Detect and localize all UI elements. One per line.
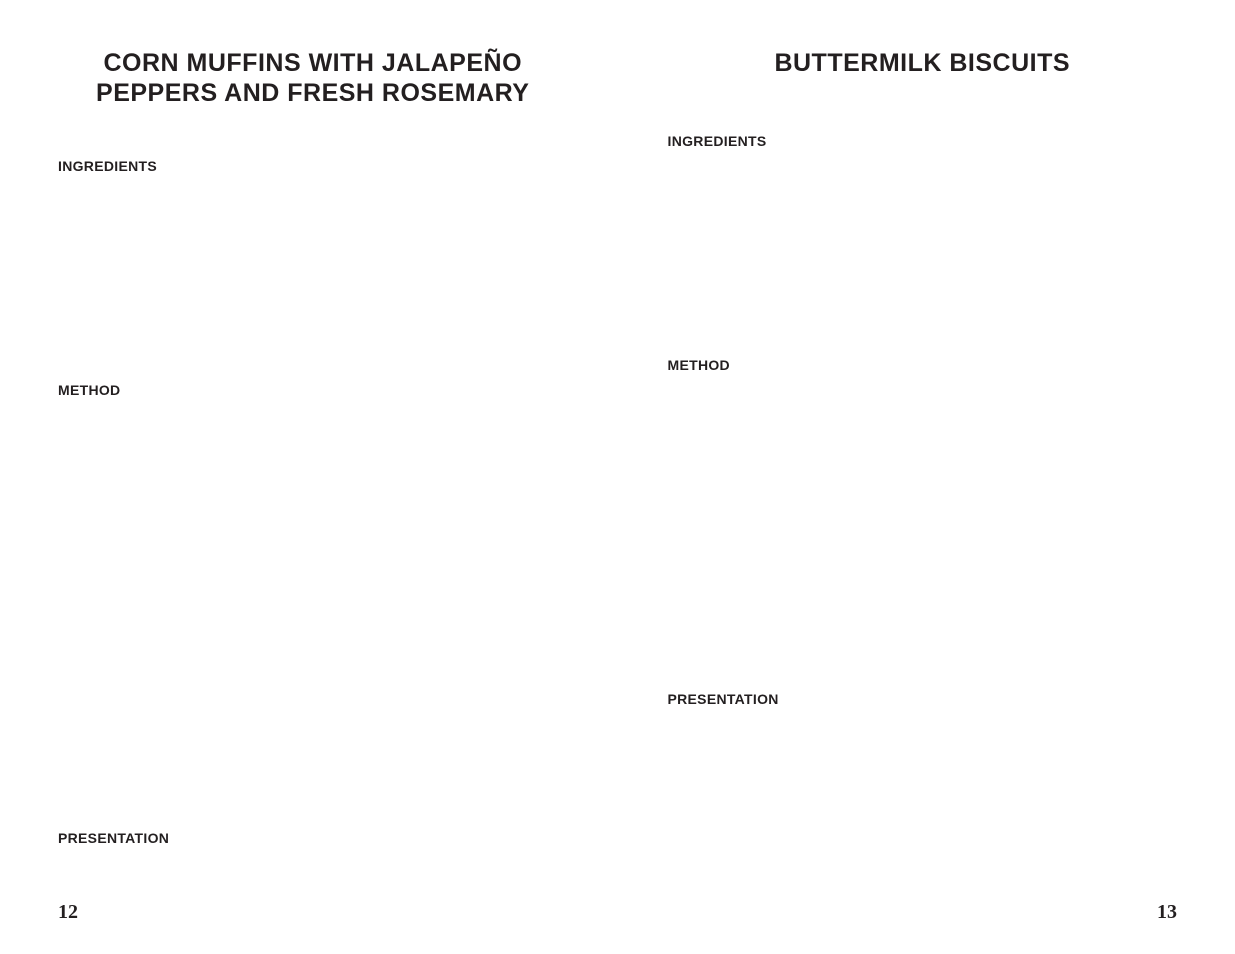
recipe-title-left: CORN MUFFINS WITH JALAPEÑO PEPPERS AND F…: [58, 48, 568, 108]
recipe-title-right: BUTTERMILK BISCUITS: [668, 48, 1178, 78]
method-content-area-right: [668, 373, 1178, 691]
presentation-heading-left: PRESENTATION: [58, 830, 568, 846]
ingredients-content-area-right: [668, 149, 1178, 357]
right-page: BUTTERMILK BISCUITS INGREDIENTS METHOD P…: [618, 0, 1235, 954]
page-number-left: 12: [58, 901, 78, 924]
left-page: CORN MUFFINS WITH JALAPEÑO PEPPERS AND F…: [0, 0, 618, 954]
page-number-right: 13: [1157, 901, 1177, 924]
ingredients-content-area-left: [58, 174, 568, 382]
method-content-area-left: [58, 398, 568, 830]
method-heading-left: METHOD: [58, 382, 568, 398]
presentation-heading-right: PRESENTATION: [668, 691, 1178, 707]
ingredients-heading-left: INGREDIENTS: [58, 158, 568, 174]
method-heading-right: METHOD: [668, 357, 1178, 373]
ingredients-heading-right: INGREDIENTS: [668, 133, 1178, 149]
page-spread: CORN MUFFINS WITH JALAPEÑO PEPPERS AND F…: [0, 0, 1235, 954]
